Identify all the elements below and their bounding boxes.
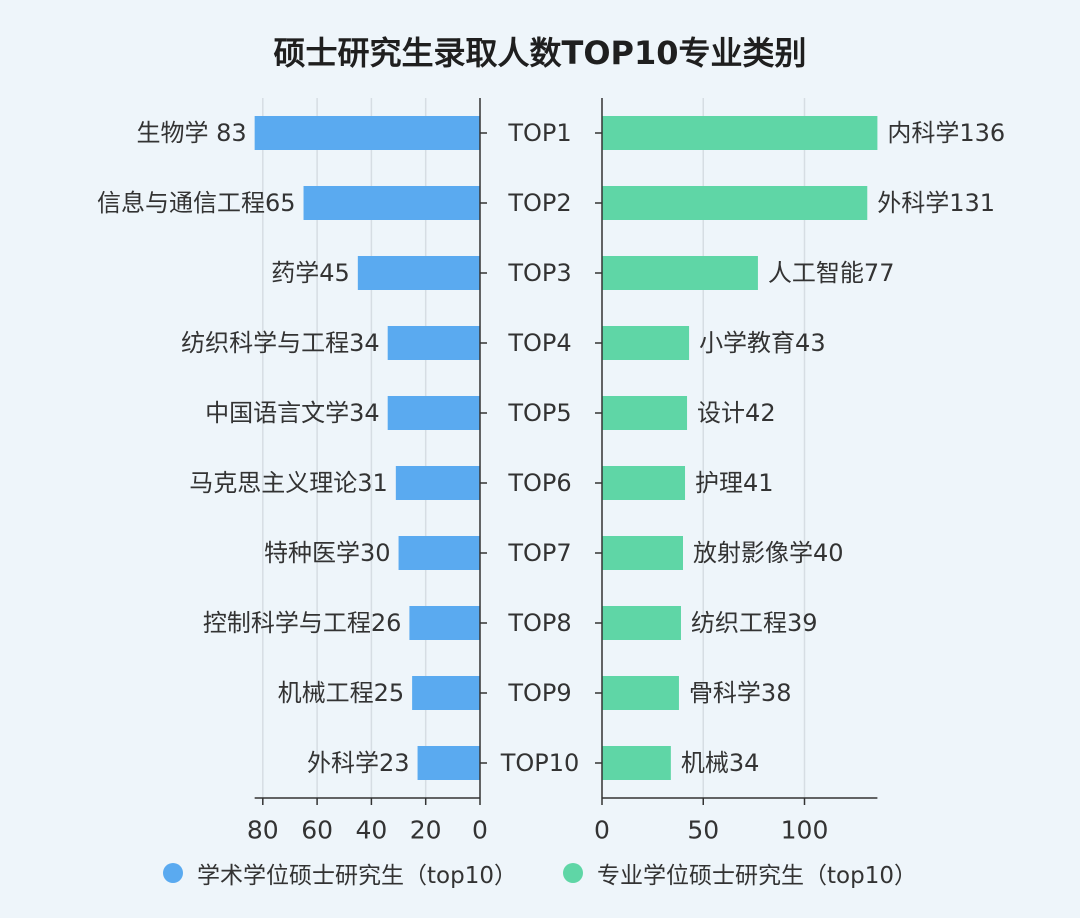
chart-title: 硕士研究生录取人数TOP10专业类别 bbox=[273, 34, 807, 72]
rank-label: TOP7 bbox=[507, 539, 571, 567]
professional-bar-label: 小学教育43 bbox=[699, 329, 826, 357]
professional-bar-label: 外科学131 bbox=[877, 189, 995, 217]
professional-bar-label: 护理41 bbox=[695, 469, 774, 497]
professional-bar-label: 纺织工程39 bbox=[691, 609, 818, 637]
rank-label: TOP9 bbox=[507, 679, 571, 707]
academic-bar-label: 外科学23 bbox=[307, 749, 410, 777]
professional-bar[interactable] bbox=[602, 186, 868, 220]
professional-bar-label: 机械34 bbox=[681, 749, 760, 777]
legend-label-academic: 学术学位硕士研究生（top10） bbox=[197, 863, 517, 889]
academic-bar[interactable] bbox=[412, 676, 480, 710]
rank-label: TOP2 bbox=[507, 189, 571, 217]
legend-item-professional[interactable]: 专业学位硕士研究生（top10） bbox=[563, 856, 917, 890]
left-tick-label: 80 bbox=[247, 816, 279, 845]
academic-bar[interactable] bbox=[409, 606, 480, 640]
academic-bar-label: 生物学 83 bbox=[136, 119, 246, 147]
academic-bar-label: 特种医学30 bbox=[264, 539, 391, 567]
academic-bar[interactable] bbox=[417, 746, 480, 780]
professional-bar[interactable] bbox=[602, 326, 690, 360]
rank-label: TOP4 bbox=[507, 329, 571, 357]
academic-bar-label: 马克思主义理论31 bbox=[189, 469, 388, 497]
rank-label: TOP1 bbox=[507, 119, 571, 147]
professional-bar[interactable] bbox=[602, 536, 683, 570]
rank-label: TOP6 bbox=[507, 469, 571, 497]
legend-item-academic[interactable]: 学术学位硕士研究生（top10） bbox=[163, 856, 517, 890]
rank-label: TOP3 bbox=[507, 259, 571, 287]
professional-bar[interactable] bbox=[602, 256, 758, 290]
professional-bar-label: 骨科学38 bbox=[689, 679, 792, 707]
right-tick-label: 100 bbox=[781, 816, 829, 845]
academic-bar[interactable] bbox=[254, 116, 480, 150]
academic-bar[interactable] bbox=[303, 186, 480, 220]
academic-bar[interactable] bbox=[395, 466, 480, 500]
professional-bar[interactable] bbox=[602, 116, 878, 150]
professional-bar-label: 内科学136 bbox=[887, 119, 1005, 147]
legend-swatch-professional bbox=[563, 863, 583, 883]
academic-bar-label: 控制科学与工程26 bbox=[203, 609, 402, 637]
academic-bar-label: 纺织科学与工程34 bbox=[181, 329, 380, 357]
left-tick-label: 60 bbox=[301, 816, 333, 845]
academic-bar[interactable] bbox=[387, 326, 480, 360]
professional-bar-label: 设计42 bbox=[697, 399, 776, 427]
left-tick-label: 20 bbox=[410, 816, 442, 845]
rank-label: TOP10 bbox=[500, 749, 580, 777]
academic-bar-label: 信息与通信工程65 bbox=[97, 189, 296, 217]
academic-bar-label: 机械工程25 bbox=[278, 679, 405, 707]
legend-label-professional: 专业学位硕士研究生（top10） bbox=[597, 863, 917, 889]
academic-bar[interactable] bbox=[387, 396, 480, 430]
legend: 学术学位硕士研究生（top10） 专业学位硕士研究生（top10） bbox=[0, 856, 1080, 890]
rank-label: TOP5 bbox=[507, 399, 571, 427]
right-tick-label: 0 bbox=[594, 816, 610, 845]
academic-bar-label: 中国语言文学34 bbox=[205, 399, 380, 427]
professional-bar-label: 人工智能77 bbox=[768, 259, 895, 287]
professional-bar[interactable] bbox=[602, 676, 679, 710]
left-tick-label: 0 bbox=[472, 816, 488, 845]
legend-swatch-academic bbox=[163, 863, 184, 883]
academic-bar[interactable] bbox=[357, 256, 480, 290]
professional-bar[interactable] bbox=[602, 466, 686, 500]
professional-bar[interactable] bbox=[602, 746, 671, 780]
professional-bar[interactable] bbox=[602, 396, 688, 430]
academic-bar[interactable] bbox=[398, 536, 480, 570]
professional-bar[interactable] bbox=[602, 606, 681, 640]
left-tick-label: 40 bbox=[355, 816, 387, 845]
academic-bar-label: 药学45 bbox=[271, 259, 350, 287]
right-tick-label: 50 bbox=[687, 816, 719, 845]
rank-label: TOP8 bbox=[507, 609, 571, 637]
professional-bar-label: 放射影像学40 bbox=[693, 539, 844, 567]
